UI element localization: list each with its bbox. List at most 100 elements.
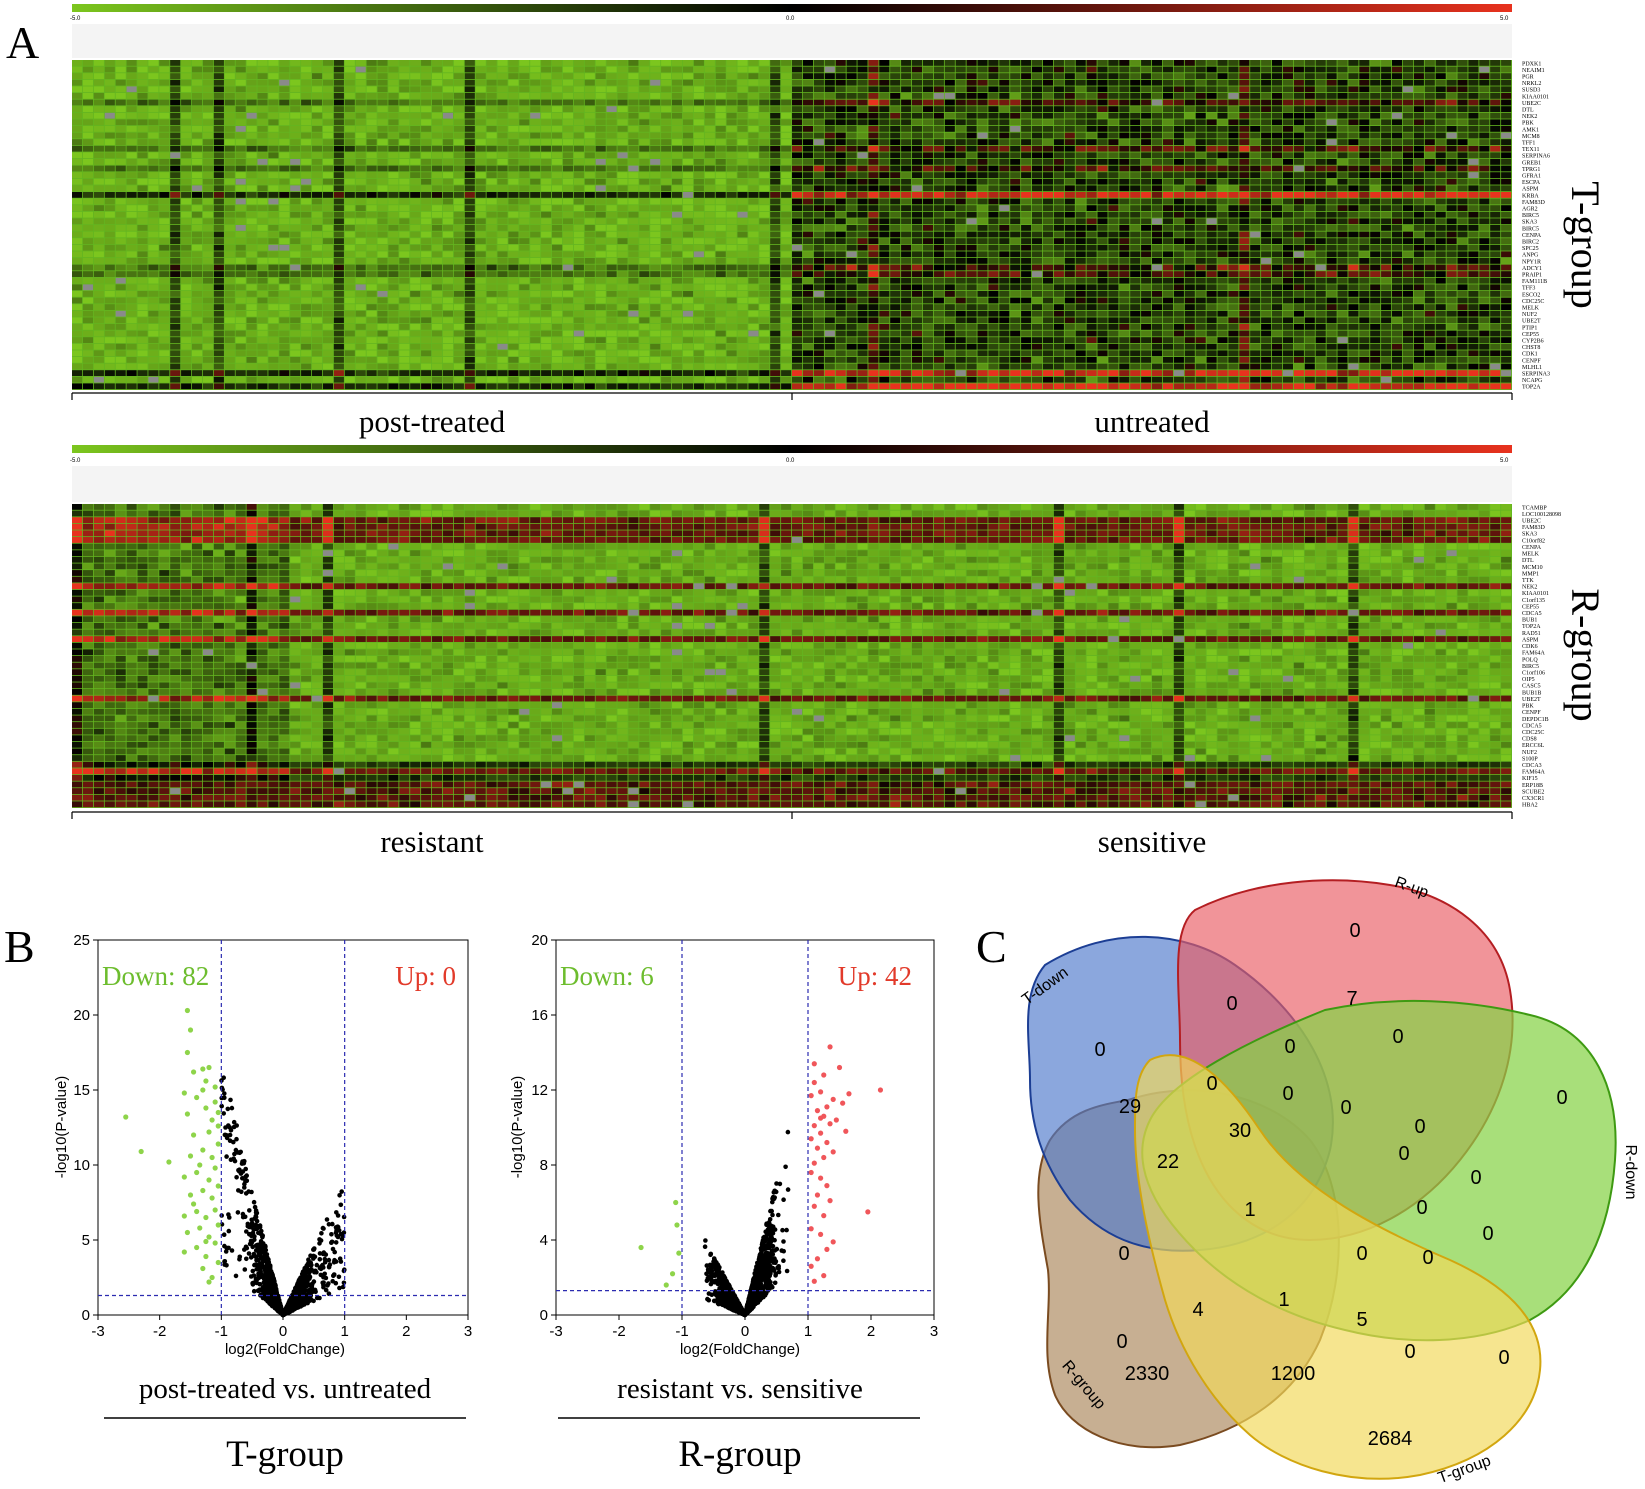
heatmap-cell — [824, 231, 835, 238]
heatmap-cell — [301, 225, 312, 231]
heatmap-cell — [759, 284, 770, 291]
heatmap-cell — [1293, 192, 1304, 198]
heatmap-cell — [312, 99, 323, 106]
heatmap-cell — [552, 73, 563, 79]
heatmap-cell — [1315, 291, 1326, 297]
heatmap-cell — [432, 119, 443, 126]
heatmap-cell — [1119, 271, 1130, 277]
heatmap-cell — [726, 178, 737, 185]
heatmap-cell — [1424, 112, 1435, 119]
heatmap-cell — [955, 277, 966, 284]
heatmap-cell — [573, 165, 584, 172]
heatmap-cell — [846, 198, 857, 205]
heatmap-cell — [1173, 244, 1184, 251]
heatmap-cell — [901, 60, 912, 66]
heatmap-cell — [912, 264, 923, 271]
heatmap-cell — [1392, 277, 1403, 284]
heatmap-cell — [1304, 277, 1315, 284]
heatmap-cell — [1326, 198, 1337, 205]
heatmap-cell — [562, 152, 574, 159]
heatmap-cell — [617, 119, 628, 126]
heatmap-cell — [1501, 211, 1512, 218]
heatmap-cell — [748, 192, 759, 198]
heatmap-cell — [290, 258, 301, 264]
heatmap-cell — [1457, 99, 1468, 106]
heatmap-cell — [1053, 291, 1064, 297]
heatmap-cell — [1370, 99, 1381, 106]
heatmap-cell — [159, 284, 170, 291]
heatmap-cell — [617, 178, 628, 185]
heatmap-cell — [661, 119, 672, 126]
heatmap-cell — [1021, 244, 1032, 251]
heatmap-cell — [202, 231, 214, 238]
heatmap-cell — [1501, 79, 1512, 86]
heatmap-cell — [672, 238, 683, 244]
heatmap-cell — [235, 139, 246, 145]
heatmap-cell — [1424, 291, 1435, 297]
heatmap-cell — [1435, 205, 1446, 211]
heatmap-cell — [333, 218, 344, 225]
heatmap-cell — [312, 126, 323, 132]
heatmap-cell — [650, 231, 661, 238]
heatmap-cell — [464, 178, 475, 185]
heatmap-cell — [93, 172, 104, 178]
heatmap-cell — [1162, 106, 1174, 112]
heatmap-cell — [912, 185, 923, 192]
heatmap-cell — [290, 238, 301, 244]
heatmap-cell — [333, 172, 344, 178]
heatmap-cell — [344, 205, 355, 211]
heatmap-cell — [1141, 231, 1152, 238]
heatmap-cell — [835, 231, 846, 238]
heatmap-cell — [475, 198, 486, 205]
heatmap-cell — [813, 132, 824, 139]
heatmap-cell — [922, 145, 934, 152]
heatmap-cell — [290, 211, 301, 218]
heatmap-cell — [1053, 60, 1064, 66]
heatmap-cell — [1424, 192, 1435, 198]
heatmap-cell — [1326, 139, 1337, 145]
heatmap-cell — [868, 132, 879, 139]
heatmap-cell — [355, 198, 366, 205]
heatmap-cell — [355, 231, 366, 238]
heatmap-cell — [639, 60, 650, 66]
heatmap-cell — [912, 139, 923, 145]
heatmap-cell — [104, 178, 115, 185]
heatmap-cell — [486, 238, 497, 244]
heatmap-cell — [486, 225, 497, 231]
heatmap-cell — [552, 139, 563, 145]
heatmap-cell — [1501, 145, 1512, 152]
heatmap-cell — [1261, 178, 1272, 185]
heatmap-cell — [1086, 251, 1097, 258]
heatmap-cell — [835, 112, 846, 119]
heatmap-cell — [1086, 238, 1097, 244]
heatmap-cell — [497, 211, 508, 218]
heatmap-cell — [72, 60, 83, 66]
heatmap-cell — [1086, 159, 1097, 165]
heatmap-cell — [966, 93, 977, 99]
heatmap-cell — [333, 73, 344, 79]
heatmap-cell — [1130, 304, 1141, 310]
heatmap-cell — [901, 264, 912, 271]
heatmap-cell — [628, 165, 639, 172]
heatmap-cell — [552, 112, 563, 119]
heatmap-cell — [486, 205, 497, 211]
heatmap-cell — [1184, 251, 1195, 258]
heatmap-cell — [802, 152, 814, 159]
heatmap-cell — [1261, 99, 1272, 106]
heatmap-cell — [1217, 178, 1228, 185]
heatmap-cell — [530, 119, 541, 126]
heatmap-cell — [1326, 238, 1337, 244]
heatmap-cell — [1228, 291, 1239, 297]
heatmap-cell — [104, 291, 115, 297]
heatmap-cell — [115, 218, 126, 225]
heatmap-cell — [792, 218, 803, 225]
heatmap-cell — [1010, 73, 1021, 79]
heatmap-cell — [879, 297, 890, 304]
heatmap-cell — [1032, 172, 1043, 178]
heatmap-cell — [1326, 271, 1337, 277]
heatmap-cell — [901, 198, 912, 205]
heatmap-cell — [1261, 264, 1272, 271]
heatmap-cell — [312, 172, 323, 178]
heatmap-cell — [1021, 86, 1032, 93]
heatmap-cell — [890, 304, 901, 310]
